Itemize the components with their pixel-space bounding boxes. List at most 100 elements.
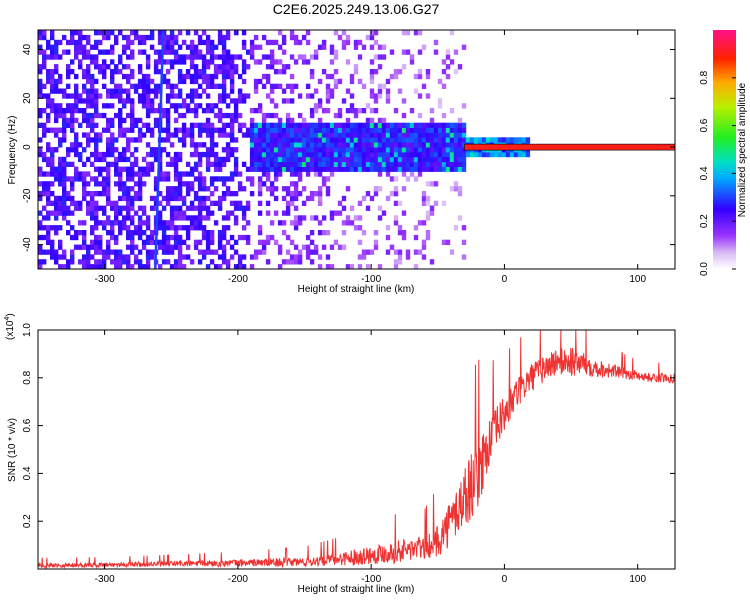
heatmap-cell <box>525 137 531 143</box>
heatmap-cell <box>118 181 123 187</box>
heatmap-cell <box>122 147 127 153</box>
heatmap-cell <box>201 127 207 133</box>
heatmap-cell <box>209 127 215 133</box>
heatmap-cell <box>114 83 119 89</box>
heatmap-cell <box>277 161 283 167</box>
colorbar-tick-label: 0.0 <box>699 262 710 276</box>
heatmap-cell <box>209 200 215 206</box>
heatmap-cell <box>205 161 211 167</box>
heatmap-cell <box>297 171 303 177</box>
heatmap-cell <box>361 195 367 202</box>
heatmap-cell <box>149 98 155 104</box>
heatmap-cell <box>385 195 391 202</box>
heatmap-cell <box>94 132 99 138</box>
heatmap-cell <box>217 69 223 75</box>
heatmap-cell <box>225 259 231 265</box>
snr-x-tick-label: 100 <box>629 574 646 585</box>
heatmap-cell <box>457 117 463 124</box>
heatmap-cell <box>257 161 263 167</box>
heatmap-cell <box>46 230 51 236</box>
heatmap-cell <box>461 225 467 231</box>
heatmap-cell <box>353 161 359 167</box>
heatmap-cell <box>341 230 347 236</box>
heatmap-cell <box>265 78 271 85</box>
heatmap-cell <box>122 205 127 211</box>
heatmap-cell <box>393 73 399 80</box>
heatmap-cell <box>385 151 391 158</box>
heatmap-cell <box>345 215 351 221</box>
heatmap-cell <box>229 254 235 260</box>
heatmap-cell <box>66 122 71 128</box>
heatmap-cell <box>269 54 275 60</box>
heatmap-cell <box>106 176 111 182</box>
heatmap-cell <box>353 39 359 46</box>
heatmap-cell <box>221 225 227 231</box>
heatmap-cell <box>209 259 215 265</box>
heatmap-cell <box>197 122 203 128</box>
heatmap-cell <box>177 259 183 265</box>
heatmap-cell <box>197 171 203 177</box>
heatmap-cell <box>181 73 187 80</box>
heatmap-cell <box>205 64 211 70</box>
heatmap-cell <box>173 117 179 124</box>
heatmap-cell <box>341 132 347 138</box>
heatmap-cell <box>58 103 63 109</box>
heatmap-cell <box>141 39 147 46</box>
heatmap-cell <box>369 93 375 99</box>
heatmap-cell <box>62 161 67 167</box>
heatmap-cell <box>130 103 135 109</box>
heatmap-cell <box>437 142 443 148</box>
heatmap-cell <box>118 156 123 163</box>
heatmap-cell <box>245 220 251 226</box>
heatmap-cell <box>437 166 443 172</box>
heatmap-cell <box>385 93 391 99</box>
heatmap-cell <box>377 122 383 128</box>
heatmap-cell <box>341 142 347 148</box>
heatmap-cell <box>473 151 479 158</box>
heatmap-cell <box>217 98 223 104</box>
heatmap-cell <box>397 142 403 148</box>
heatmap-cell <box>357 166 363 172</box>
heatmap-cell <box>317 171 323 177</box>
heatmap-cell <box>94 220 99 226</box>
heatmap-cell <box>177 254 183 260</box>
heatmap-cell <box>433 147 439 153</box>
heatmap-cell <box>345 142 351 148</box>
heatmap-cell <box>433 122 439 128</box>
heatmap-cell <box>257 108 263 114</box>
heatmap-cell <box>305 156 311 163</box>
heatmap-cell <box>94 166 99 172</box>
heatmap-cell <box>233 112 239 119</box>
heatmap-cell <box>173 176 179 182</box>
heatmap-cell <box>145 78 151 85</box>
heatmap-cell <box>197 225 203 231</box>
heatmap-cell <box>90 205 95 211</box>
heatmap-cell <box>217 200 223 206</box>
heatmap-cell <box>313 244 319 250</box>
heatmap-cell <box>453 69 459 75</box>
heatmap-cell <box>229 176 235 182</box>
heatmap-cell <box>341 30 347 36</box>
heatmap-cell <box>209 73 215 80</box>
heatmap-cell <box>245 234 251 241</box>
heatmap-cell <box>213 156 219 163</box>
heatmap-cell <box>489 151 495 158</box>
heatmap-cell <box>273 103 279 109</box>
heatmap-cell <box>46 69 51 75</box>
heatmap-cell <box>197 215 203 221</box>
heatmap-cell <box>425 127 431 133</box>
heatmap-cell <box>461 142 467 148</box>
heatmap-cell <box>397 151 403 158</box>
heatmap-cell <box>409 166 415 172</box>
heatmap-cell <box>273 176 279 182</box>
heatmap-cell <box>393 137 399 143</box>
heatmap-cell <box>137 78 143 85</box>
heatmap-cell <box>285 147 291 153</box>
heatmap-cell <box>393 220 399 226</box>
heatmap-cell <box>54 117 59 124</box>
heatmap-cell <box>321 137 327 143</box>
heatmap-cell <box>90 112 95 119</box>
heatmap-cell <box>225 151 231 158</box>
heatmap-cell <box>205 234 211 241</box>
heatmap-cell <box>457 127 463 133</box>
